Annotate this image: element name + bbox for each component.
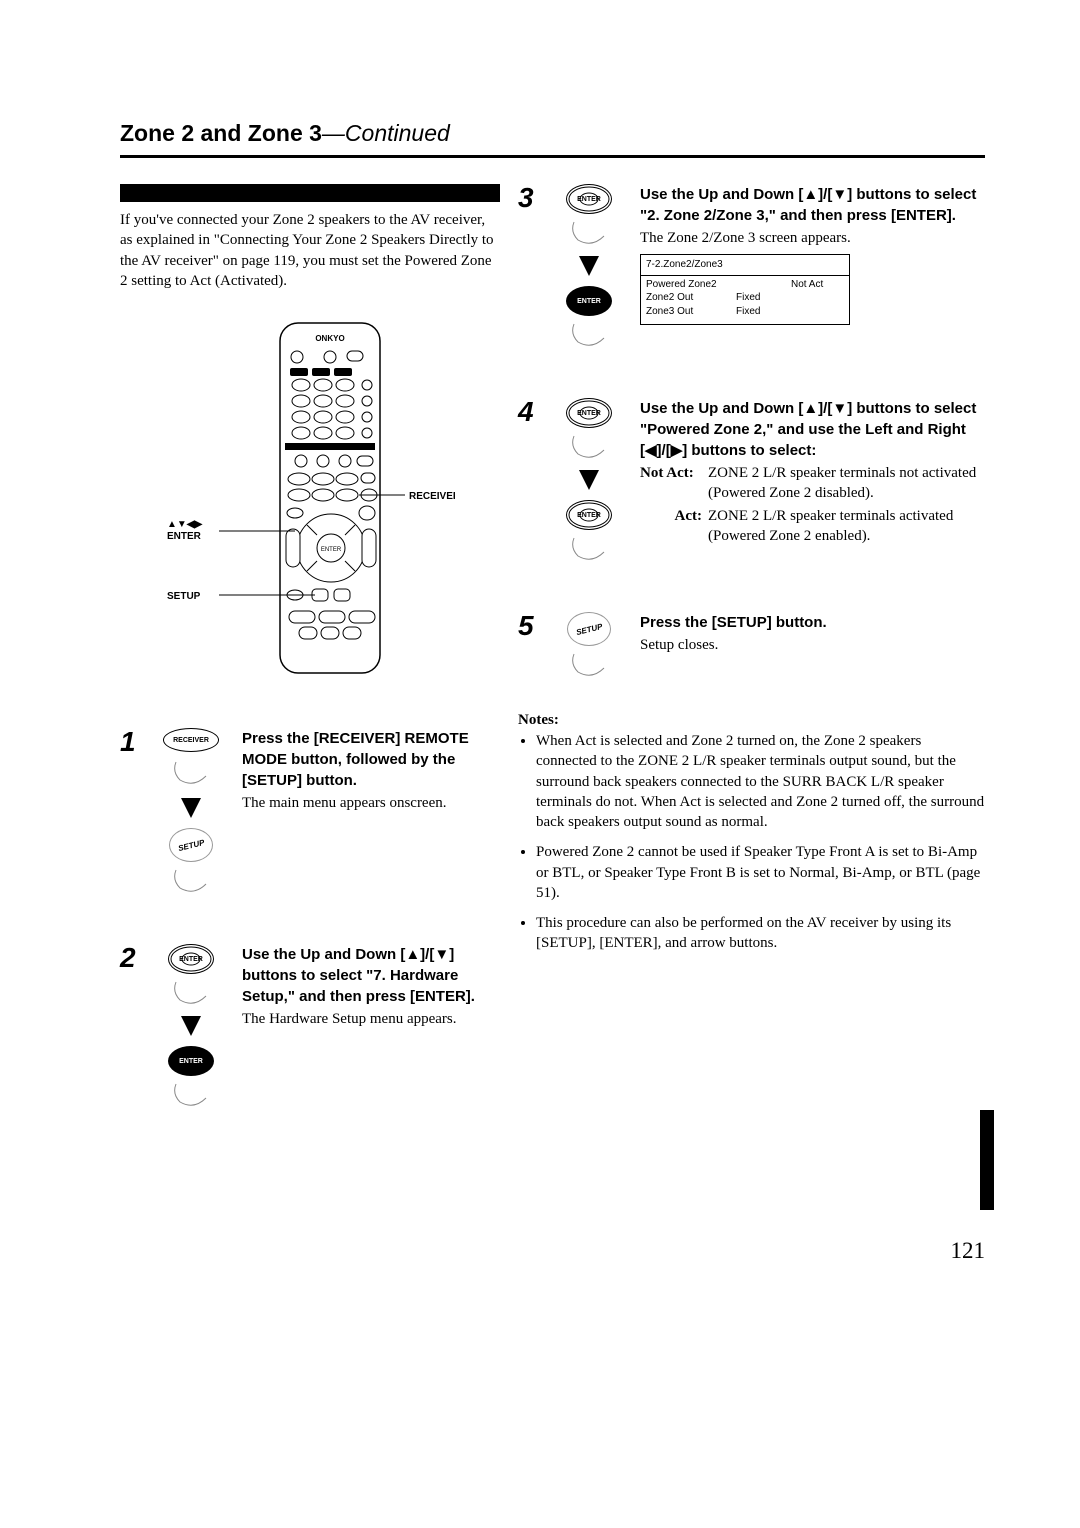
- down-arrow-icon: [579, 470, 599, 490]
- notact-text: ZONE 2 L/R speaker terminals not activat…: [708, 463, 985, 504]
- notes-heading: Notes:: [518, 712, 985, 729]
- step-5: 5 SETUP Press the [SETUP] button. Setup …: [518, 612, 985, 678]
- hand-press-icon: [166, 980, 216, 1006]
- remote-control-illustration: ONKYO: [165, 313, 455, 683]
- table-cell: [791, 291, 844, 305]
- step-1: 1 RECEIVER SETUP Press the [RECEIVER] RE…: [120, 728, 500, 894]
- table-row: Powered Zone2 Not Act: [646, 278, 844, 292]
- step-4: 4 ENTER ENTER Use the Up and Down [▲]/[▼…: [518, 398, 985, 562]
- page-number: 121: [120, 1238, 985, 1264]
- enter-button-icon: ENTER: [566, 286, 612, 316]
- enter-button-label: ENTER: [577, 512, 601, 519]
- table-cell: Powered Zone2: [646, 278, 736, 292]
- step-4-icons: ENTER ENTER: [556, 398, 622, 562]
- step-5-number: 5: [518, 612, 538, 678]
- section-title-italic: —Continued: [322, 120, 450, 146]
- step-2-number: 2: [120, 944, 140, 1108]
- enter-button-label: ENTER: [179, 1058, 203, 1065]
- hand-press-icon: [564, 652, 614, 678]
- down-arrow-icon: [181, 1016, 201, 1036]
- svg-text:ENTER: ENTER: [321, 547, 342, 553]
- enter-button-icon: ENTER: [566, 500, 612, 530]
- step-2: 2 ENTER ENTER Use the Up and Down [▲]/[▼…: [120, 944, 500, 1108]
- list-item: Powered Zone 2 cannot be used if Speaker…: [536, 842, 985, 903]
- step-4-head: Use the Up and Down [▲]/[▼] buttons to s…: [640, 398, 985, 461]
- table-cell: Fixed: [736, 305, 791, 319]
- hand-press-icon: [564, 536, 614, 562]
- act-text: ZONE 2 L/R speaker terminals activated (…: [708, 506, 985, 547]
- table-row: Zone3 Out Fixed: [646, 305, 844, 319]
- remote-receiver-callout: RECEIVER: [409, 491, 455, 502]
- table-cell: Zone2 Out: [646, 291, 736, 305]
- hand-press-icon: [564, 434, 614, 460]
- step-3-text: The Zone 2/Zone 3 screen appears.: [640, 228, 985, 248]
- zone-screen-table: 7-2.Zone2/Zone3 Powered Zone2 Not Act Zo…: [640, 254, 850, 325]
- notes-list: When Act is selected and Zone 2 turned o…: [518, 731, 985, 954]
- step-2-icons: ENTER ENTER: [158, 944, 224, 1108]
- section-rule: [120, 155, 985, 158]
- enter-button-label: ENTER: [577, 410, 601, 417]
- hand-press-icon: [564, 322, 614, 348]
- remote-arrows-callout: ▲▼◀▶: [167, 519, 203, 530]
- table-cell: Fixed: [736, 291, 791, 305]
- step-3-head: Use the Up and Down [▲]/[▼] buttons to s…: [640, 184, 985, 226]
- definition-row: Not Act: ZONE 2 L/R speaker terminals no…: [640, 463, 985, 504]
- setup-button-icon: SETUP: [169, 828, 213, 862]
- definition-row: Act: ZONE 2 L/R speaker terminals activa…: [640, 506, 985, 547]
- setup-button-label: SETUP: [177, 837, 205, 852]
- down-arrow-icon: [579, 256, 599, 276]
- step-3-icons: ENTER ENTER: [556, 184, 622, 348]
- setup-button-label: SETUP: [575, 621, 603, 636]
- step-1-number: 1: [120, 728, 140, 894]
- side-tab-marker: [980, 1110, 994, 1210]
- section-title: Zone 2 and Zone 3—Continued: [120, 120, 985, 147]
- step-5-text: Setup closes.: [640, 635, 985, 655]
- receiver-button-label: RECEIVER: [173, 737, 209, 744]
- step-2-head: Use the Up and Down [▲]/[▼] buttons to s…: [242, 944, 500, 1007]
- step-3-number: 3: [518, 184, 538, 348]
- step-3: 3 ENTER ENTER Use the Up and Down [▲]/[▼…: [518, 184, 985, 348]
- hand-press-icon: [564, 220, 614, 246]
- list-item: When Act is selected and Zone 2 turned o…: [536, 731, 985, 832]
- notact-label: Not Act:: [640, 463, 708, 504]
- hand-press-icon: [166, 868, 216, 894]
- act-label: Act:: [640, 506, 708, 547]
- list-item: This procedure can also be performed on …: [536, 913, 985, 954]
- enter-button-icon: ENTER: [168, 944, 214, 974]
- step-4-number: 4: [518, 398, 538, 562]
- enter-button-label: ENTER: [179, 956, 203, 963]
- remote-enter-callout: ENTER: [167, 531, 202, 542]
- hand-press-icon: [166, 758, 216, 788]
- section-title-bold: Zone 2 and Zone 3: [120, 120, 322, 146]
- intro-paragraph: If you've connected your Zone 2 speakers…: [120, 210, 500, 291]
- receiver-button-icon: RECEIVER: [163, 728, 219, 752]
- table-cell: Zone3 Out: [646, 305, 736, 319]
- enter-button-icon: ENTER: [168, 1046, 214, 1076]
- step-5-icons: SETUP: [556, 612, 622, 678]
- step-1-text: The main menu appears onscreen.: [242, 793, 500, 813]
- remote-setup-callout: SETUP: [167, 591, 201, 602]
- step-2-text: The Hardware Setup menu appears.: [242, 1009, 500, 1029]
- remote-brand-label: ONKYO: [315, 334, 344, 343]
- down-arrow-icon: [181, 798, 201, 818]
- table-cell: Not Act: [791, 278, 844, 292]
- zone-screen-title: 7-2.Zone2/Zone3: [641, 255, 849, 276]
- enter-button-icon: ENTER: [566, 398, 612, 428]
- enter-button-label: ENTER: [577, 196, 601, 203]
- setup-button-icon: SETUP: [567, 612, 611, 646]
- step-5-head: Press the [SETUP] button.: [640, 612, 985, 633]
- table-cell: [791, 305, 844, 319]
- table-row: Zone2 Out Fixed: [646, 291, 844, 305]
- table-cell: [736, 278, 791, 292]
- remote-diagram: ONKYO: [120, 313, 500, 688]
- enter-button-icon: ENTER: [566, 184, 612, 214]
- enter-button-label: ENTER: [577, 298, 601, 305]
- heading-bar: [120, 184, 500, 202]
- hand-press-icon: [166, 1082, 216, 1108]
- step-1-icons: RECEIVER SETUP: [158, 728, 224, 894]
- step-1-head: Press the [RECEIVER] REMOTE MODE button,…: [242, 728, 500, 791]
